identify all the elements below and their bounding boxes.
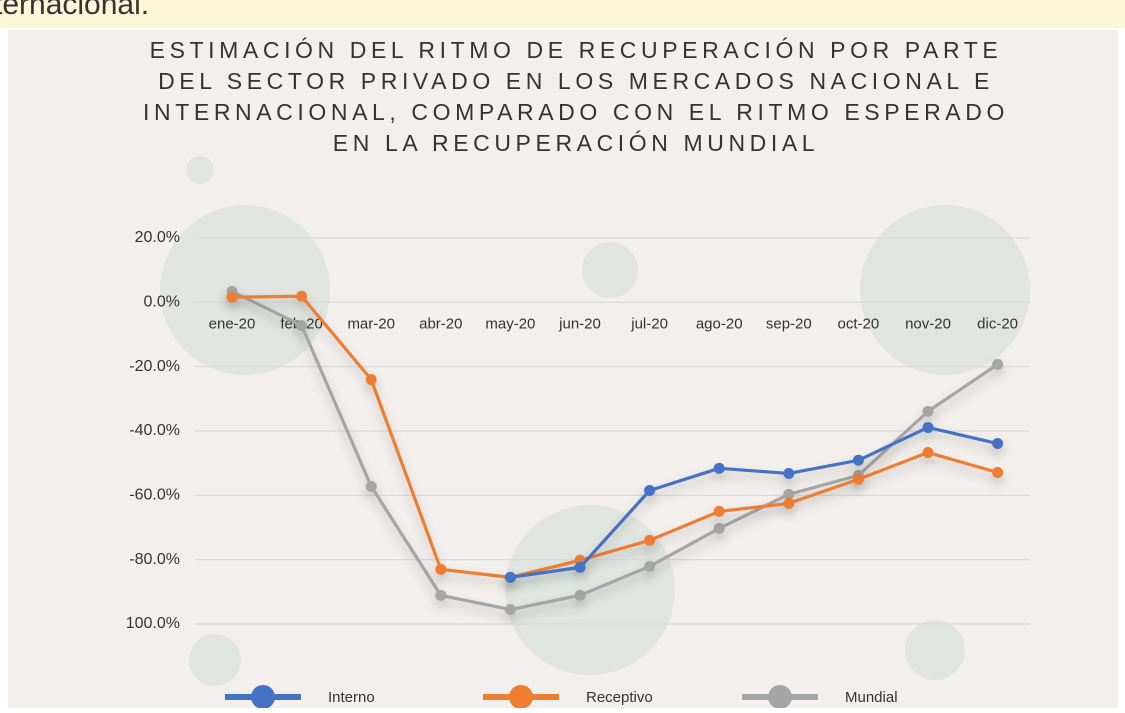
legend-marker [251, 685, 275, 708]
x-tick-label: jul-20 [630, 315, 668, 332]
x-tick-label: oct-20 [838, 315, 880, 332]
x-tick-label: ago-20 [696, 315, 743, 332]
marker [992, 438, 1003, 449]
x-tick-label: mar-20 [347, 315, 395, 332]
marker [575, 590, 586, 601]
chart-title-line: ESTIMACIÓN DEL RITMO DE RECUPERACIÓN POR… [150, 37, 1003, 63]
marker [714, 523, 725, 534]
marker [644, 561, 655, 572]
chart-title-line: INTERNACIONAL, COMPARADO CON EL RITMO ES… [143, 99, 1009, 125]
header-text: ternacional. [0, 0, 149, 21]
legend-marker [768, 685, 792, 708]
marker [505, 604, 516, 615]
marker [296, 291, 307, 302]
marker [923, 422, 934, 433]
x-tick-label: ene-20 [209, 315, 256, 332]
marker [435, 564, 446, 575]
marker [366, 481, 377, 492]
marker [296, 320, 307, 331]
marker [714, 463, 725, 474]
marker [714, 506, 725, 517]
marker [992, 467, 1003, 478]
marker [227, 292, 238, 303]
x-tick-label: nov-20 [905, 315, 951, 332]
marker [644, 485, 655, 496]
y-tick-label: -60.0% [129, 487, 180, 504]
marker [575, 562, 586, 573]
x-tick-label: abr-20 [419, 315, 462, 332]
x-tick-label: may-20 [485, 315, 535, 332]
marker [644, 535, 655, 546]
marker [435, 590, 446, 601]
legend-label: Interno [328, 689, 375, 706]
page: ternacional. ESTIMACIÓN DEL RITMO DE REC… [0, 0, 1125, 708]
marker [923, 406, 934, 417]
x-tick-label: sep-20 [766, 315, 812, 332]
legend-marker [509, 685, 533, 708]
marker [366, 374, 377, 385]
legend-label: Mundial [845, 689, 898, 706]
x-tick-label: dic-20 [977, 315, 1018, 332]
y-tick-label: -20.0% [129, 358, 180, 375]
legend-label: Receptivo [586, 689, 653, 706]
y-tick-label: 20.0% [135, 229, 180, 246]
marker [853, 455, 864, 466]
y-tick-label: -80.0% [129, 551, 180, 568]
x-tick-label: jun-20 [558, 315, 601, 332]
y-tick-label: -40.0% [129, 422, 180, 439]
chart-title-line: EN LA RECUPERACIÓN MUNDIAL [333, 130, 819, 156]
y-tick-label: 0.0% [144, 294, 180, 311]
marker [783, 468, 794, 479]
marker [505, 572, 516, 583]
marker [783, 498, 794, 509]
marker [853, 474, 864, 485]
y-tick-label: 100.0% [126, 615, 180, 632]
marker [992, 359, 1003, 370]
chart-title-line: DEL SECTOR PRIVADO EN LOS MERCADOS NACIO… [158, 68, 994, 94]
header-band [0, 0, 1125, 28]
marker [923, 447, 934, 458]
